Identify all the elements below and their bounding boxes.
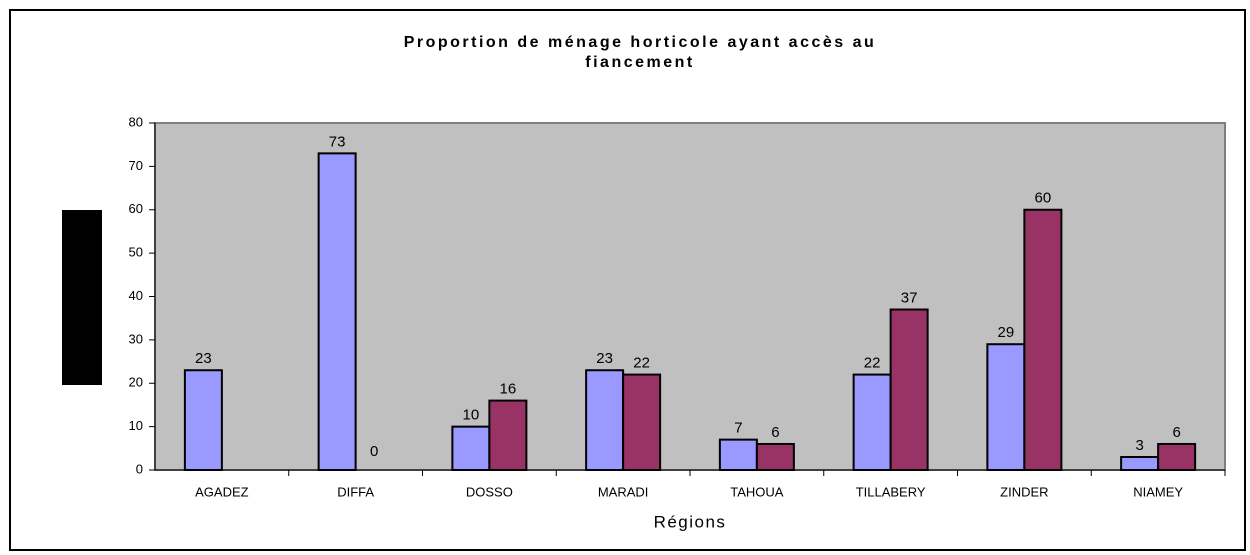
y-tick-label: 20 xyxy=(129,375,143,390)
x-tick-label: TAHOUA xyxy=(730,484,784,499)
data-label: 22 xyxy=(633,355,650,372)
bar xyxy=(622,373,662,472)
data-label: 23 xyxy=(195,350,212,367)
data-label: 0 xyxy=(370,443,378,460)
data-label: 7 xyxy=(734,420,742,437)
data-label: 10 xyxy=(463,407,480,424)
bar xyxy=(488,399,528,472)
plot-area xyxy=(154,122,1226,471)
data-label: 37 xyxy=(901,289,918,306)
chart-title: Proportion de ménage horticole ayant acc… xyxy=(404,34,877,51)
data-label: 3 xyxy=(1135,437,1143,454)
bar xyxy=(317,152,357,472)
y-tick-label: 0 xyxy=(136,461,143,476)
y-tick-label: 30 xyxy=(129,331,143,346)
bar xyxy=(889,308,929,472)
y-tick-label: 70 xyxy=(129,158,143,173)
redacted-axis-label xyxy=(62,210,102,385)
x-tick-label: MARADI xyxy=(598,484,649,499)
x-tick-label: DOSSO xyxy=(466,484,513,499)
bar xyxy=(1120,455,1160,471)
x-tick-label: TILLABERY xyxy=(856,484,926,499)
y-tick-label: 60 xyxy=(129,201,143,216)
bar xyxy=(986,343,1026,471)
data-label: 23 xyxy=(596,350,613,367)
data-label: 16 xyxy=(500,381,517,398)
x-tick-label: ZINDER xyxy=(1000,484,1048,499)
y-tick-label: 80 xyxy=(129,114,143,129)
data-label: 29 xyxy=(998,324,1015,341)
bar xyxy=(1023,208,1063,471)
y-tick-label: 10 xyxy=(129,418,143,433)
data-label: 6 xyxy=(1172,424,1180,441)
data-label: 22 xyxy=(864,355,881,372)
bar xyxy=(718,438,758,472)
bar xyxy=(755,442,795,472)
x-tick-label: DIFFA xyxy=(337,484,374,499)
x-tick-label: NIAMEY xyxy=(1133,484,1183,499)
y-tick-label: 50 xyxy=(129,245,143,260)
bar xyxy=(852,373,892,472)
data-label: 60 xyxy=(1035,190,1052,207)
bar xyxy=(183,369,223,471)
bar xyxy=(1157,442,1197,472)
x-tick-label: AGADEZ xyxy=(195,484,249,499)
data-label: 73 xyxy=(329,133,346,150)
bar xyxy=(451,425,491,471)
bar xyxy=(585,369,625,471)
y-tick-label: 40 xyxy=(129,288,143,303)
x-axis-label: Régions xyxy=(654,512,727,531)
chart-title: fiancement xyxy=(585,54,694,71)
data-label: 6 xyxy=(771,424,779,441)
